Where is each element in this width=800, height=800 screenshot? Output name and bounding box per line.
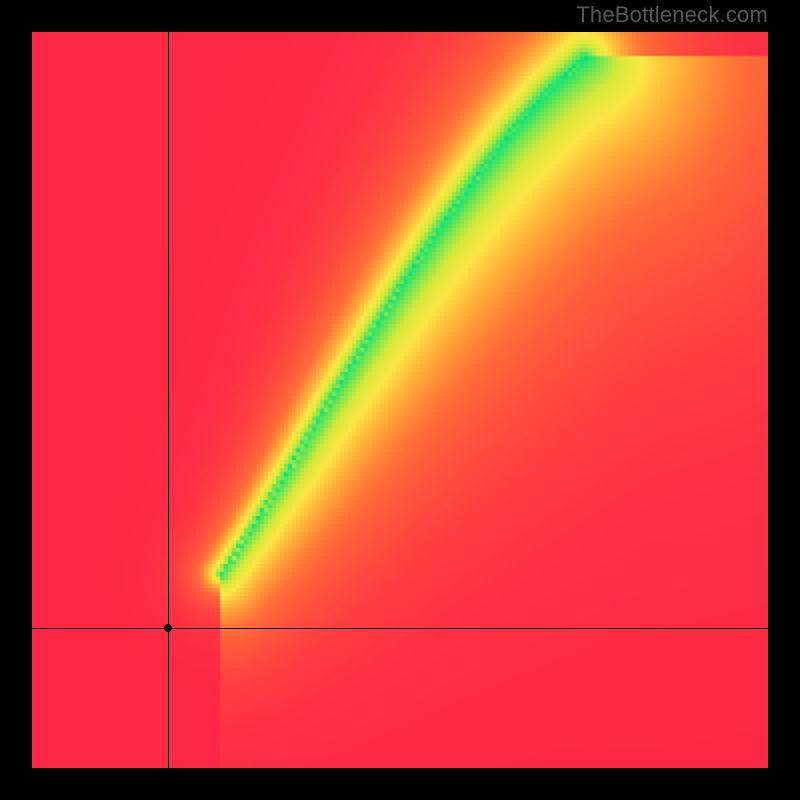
crosshair-vertical	[168, 32, 169, 768]
marker-dot	[164, 624, 172, 632]
plot-area	[32, 32, 768, 768]
crosshair-horizontal	[32, 628, 768, 629]
heatmap-canvas	[32, 32, 768, 768]
watermark-text: TheBottleneck.com	[576, 2, 768, 28]
